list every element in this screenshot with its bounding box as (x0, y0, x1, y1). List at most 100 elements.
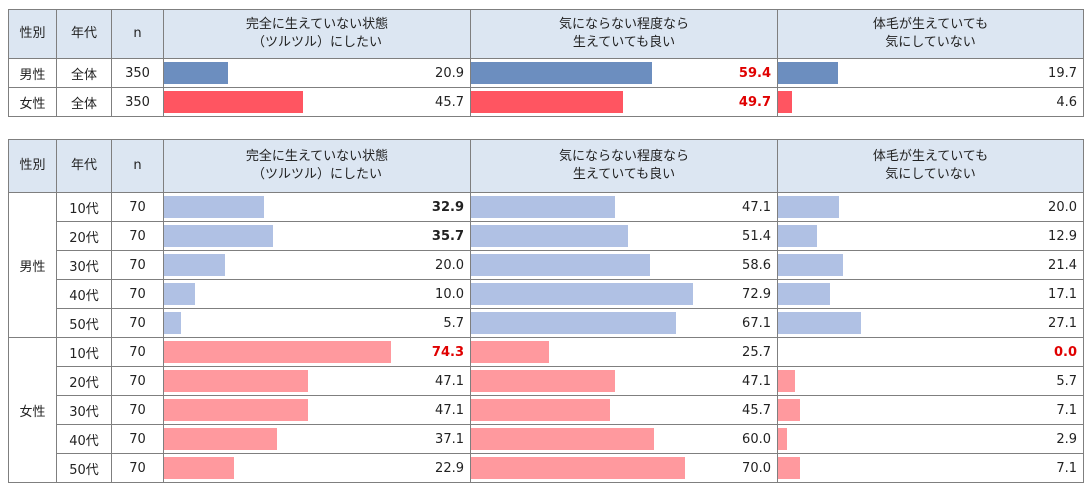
bar (164, 91, 304, 113)
table-row: 40代 70 10.0 72.9 17.1 (9, 279, 1084, 309)
table-row: 20代 70 35.7 51.4 12.9 (9, 221, 1084, 251)
age-cell: 30代 (56, 250, 112, 280)
age-cell: 40代 (56, 279, 112, 309)
age-cell: 20代 (56, 366, 112, 396)
value-label: 32.9 (431, 199, 464, 215)
value-label: 47.1 (435, 373, 464, 389)
value-label: 45.7 (435, 94, 464, 110)
n-cell: 70 (111, 192, 164, 222)
bar (471, 399, 611, 421)
header-col2-line2: 生えていても良い (572, 35, 676, 50)
value-cell: 25.7 (470, 337, 778, 367)
n-cell: 70 (111, 221, 164, 251)
value-cell: 27.1 (777, 308, 1084, 338)
bar (778, 312, 861, 334)
value-label: 20.0 (1048, 199, 1077, 215)
table-row: 40代 70 37.1 60.0 2.9 (9, 424, 1084, 454)
n-cell: 70 (111, 337, 164, 367)
value-label: 2.9 (1056, 431, 1077, 447)
value-cell: 67.1 (470, 308, 778, 338)
n-cell: 70 (111, 308, 164, 338)
value-label: 47.1 (435, 402, 464, 418)
value-cell: 45.7 (163, 87, 471, 117)
header-age: 年代 (56, 9, 112, 59)
age-cell: 10代 (56, 337, 112, 367)
value-label: 47.1 (742, 373, 771, 389)
value-label: 5.7 (443, 315, 464, 331)
value-label: 27.1 (1048, 315, 1077, 331)
value-label: 47.1 (742, 199, 771, 215)
value-label: 17.1 (1048, 286, 1077, 302)
value-label: 49.7 (738, 94, 771, 110)
bar (471, 283, 694, 305)
n-cell: 70 (111, 395, 164, 425)
value-label: 0.0 (1053, 344, 1077, 360)
value-label: 51.4 (742, 228, 771, 244)
bar (778, 428, 787, 450)
summary-table: 性別 年代 n 完全に生えていない状態 （ツルツル）にしたい 気にならない程度なら… (8, 9, 1084, 117)
value-cell: 47.1 (470, 192, 778, 222)
header-n: n (111, 9, 164, 59)
bar (164, 225, 273, 247)
value-cell: 37.1 (163, 424, 471, 454)
value-cell: 17.1 (777, 279, 1084, 309)
bar (164, 62, 228, 84)
bar (778, 225, 818, 247)
value-cell: 35.7 (163, 221, 471, 251)
value-label: 21.4 (1048, 257, 1077, 273)
table-row: 女性 全体 350 45.7 49.7 4.6 (8, 87, 1084, 117)
gender-cell: 女性 (8, 87, 57, 117)
bar (778, 399, 800, 421)
bar (778, 283, 831, 305)
table-row: 30代 70 20.0 58.6 21.4 (9, 250, 1084, 280)
header-col3-line1: 体毛が生えていても (872, 17, 989, 32)
n-cell: 70 (111, 279, 164, 309)
value-cell: 51.4 (470, 221, 778, 251)
header-col2: 気にならない程度なら 生えていても良い (470, 9, 778, 59)
value-label: 58.6 (742, 257, 771, 273)
value-cell: 72.9 (470, 279, 778, 309)
header-col3: 体毛が生えていても 気にしていない (777, 9, 1084, 59)
table-row: 50代 70 5.7 67.1 27.1 (9, 308, 1084, 338)
bar (471, 457, 685, 479)
age-cell: 50代 (56, 453, 112, 483)
value-cell: 7.1 (777, 453, 1084, 483)
bar (164, 370, 308, 392)
bar (471, 62, 653, 84)
value-label: 72.9 (742, 286, 771, 302)
header-col2-line2: 生えていても良い (572, 167, 676, 182)
value-label: 67.1 (742, 315, 771, 331)
value-cell: 74.3 (163, 337, 471, 367)
bar (164, 196, 265, 218)
value-cell: 21.4 (777, 250, 1084, 280)
value-cell: 5.7 (163, 308, 471, 338)
value-label: 12.9 (1048, 228, 1077, 244)
value-cell: 10.0 (163, 279, 471, 309)
header-col1: 完全に生えていない状態 （ツルツル）にしたい (163, 9, 471, 59)
value-cell: 12.9 (777, 221, 1084, 251)
age-cell: 10代 (56, 192, 112, 222)
value-label: 4.6 (1056, 94, 1077, 110)
age-cell: 全体 (56, 87, 112, 117)
age-cell: 40代 (56, 424, 112, 454)
bar (778, 457, 800, 479)
header-col3-line2: 気にしていない (885, 167, 976, 182)
value-label: 35.7 (431, 228, 464, 244)
age-cell: 50代 (56, 308, 112, 338)
value-label: 25.7 (742, 344, 771, 360)
value-cell: 7.1 (777, 395, 1084, 425)
value-label: 74.3 (431, 344, 464, 360)
bar (471, 91, 623, 113)
table-row: 男性 10代 70 32.9 47.1 20.0 (8, 192, 1084, 338)
n-cell: 70 (111, 424, 164, 454)
n-cell: 70 (111, 453, 164, 483)
value-label: 10.0 (435, 286, 464, 302)
age-cell: 全体 (56, 58, 112, 88)
value-label: 20.0 (435, 257, 464, 273)
value-cell: 59.4 (470, 58, 778, 88)
header-gender: 性別 (8, 9, 57, 59)
gender-cell: 男性 (8, 58, 57, 88)
value-label: 20.9 (435, 65, 464, 81)
bar (778, 196, 839, 218)
value-label: 70.0 (742, 460, 771, 476)
